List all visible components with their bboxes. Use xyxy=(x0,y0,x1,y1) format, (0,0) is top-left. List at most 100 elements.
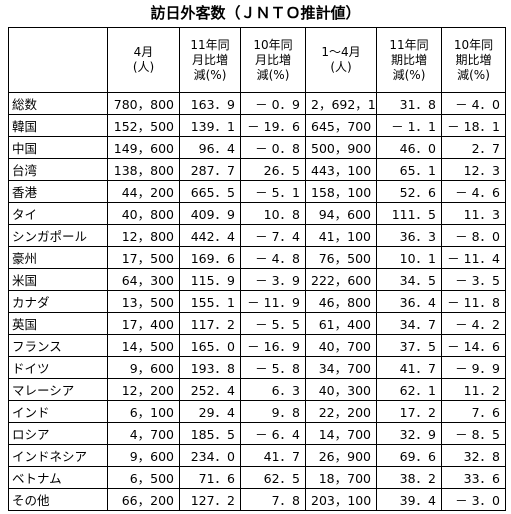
header-line: (人) xyxy=(330,60,352,74)
value-cell: 12，200 xyxy=(107,378,180,401)
table-row: 中国 149，600 96．4 － 0．8 500，900 46．0 2．7 xyxy=(8,136,506,159)
value-cell: 10．1 xyxy=(376,246,442,269)
value-cell: － 18．1 xyxy=(441,114,506,137)
value-cell: 36．4 xyxy=(376,290,442,313)
value-cell: 46．0 xyxy=(376,136,442,159)
value-cell: － 0．8 xyxy=(240,136,306,159)
row-label: 香港 xyxy=(8,180,108,203)
header-line: 期比増 xyxy=(455,52,492,67)
value-cell: 11．3 xyxy=(441,202,506,225)
row-label: インド xyxy=(8,400,108,423)
row-label: その他 xyxy=(8,488,108,511)
row-label: ドイツ xyxy=(8,356,108,379)
value-cell: 252．4 xyxy=(179,378,241,401)
value-cell: 9，600 xyxy=(107,444,180,467)
value-cell: 645，700 xyxy=(305,114,377,137)
value-cell: 26．5 xyxy=(240,158,306,181)
visitor-table: 4月 (人) 11年同 月比増 減(%) 10年同 月比増 減(%) 1～4月 (人) 11年同 期比… xyxy=(8,27,506,511)
value-cell: － 3．9 xyxy=(240,268,306,291)
header-line: 11年同 xyxy=(389,37,429,52)
header-line: 減(%) xyxy=(193,67,227,82)
value-cell: 33．6 xyxy=(441,466,506,489)
value-cell: 165．0 xyxy=(179,334,241,357)
value-cell: 40，300 xyxy=(305,378,377,401)
header-line: 1～4月 xyxy=(321,45,361,59)
value-cell: 111．5 xyxy=(376,202,442,225)
value-cell: － 9．9 xyxy=(441,356,506,379)
value-cell: － 4．8 xyxy=(240,246,306,269)
value-cell: 37．5 xyxy=(376,334,442,357)
value-cell: － 3．0 xyxy=(441,488,506,511)
value-cell: 40，800 xyxy=(107,202,180,225)
value-cell: 115．9 xyxy=(179,268,241,291)
value-cell: 64，300 xyxy=(107,268,180,291)
value-cell: 36．3 xyxy=(376,224,442,247)
value-cell: 38．2 xyxy=(376,466,442,489)
value-cell: 62．1 xyxy=(376,378,442,401)
table-row: ロシア 4，700 185．5 － 6．4 14，700 32．9 － 8．5 xyxy=(8,422,506,445)
value-cell: 500，900 xyxy=(305,136,377,159)
row-label: フランス xyxy=(8,334,108,357)
value-cell: － 0．9 xyxy=(240,92,306,115)
table-row: ベトナム 6，500 71．6 62．5 18，700 38．2 33．6 xyxy=(8,466,506,489)
title: 訪日外客数（ＪＮＴＯ推計値） xyxy=(150,4,361,22)
table-row: ドイツ 9，600 193．8 － 5．8 34，700 41．7 － 9．9 xyxy=(8,356,506,379)
value-cell: 780，800 xyxy=(107,92,180,115)
value-cell: 40，700 xyxy=(305,334,377,357)
table-row: その他 66，200 127．2 7．8 203，100 39．4 － 3．0 xyxy=(8,488,506,511)
header-cell: 4月 (人) xyxy=(107,27,180,93)
value-cell: 443，100 xyxy=(305,158,377,181)
header-cell: 11年同 月比増 減(%) xyxy=(179,27,241,93)
value-cell: 163．9 xyxy=(179,92,241,115)
table-row: マレーシア 12，200 252．4 6．3 40，300 62．1 11．2 xyxy=(8,378,506,401)
value-cell: 32．9 xyxy=(376,422,442,445)
value-cell: － 19．6 xyxy=(240,114,306,137)
value-cell: 2．7 xyxy=(441,136,506,159)
value-cell: 31．8 xyxy=(376,92,442,115)
value-cell: 11．2 xyxy=(441,378,506,401)
row-label: シンガポール xyxy=(8,224,108,247)
table-row: 韓国 152，500 139．1 － 19．6 645，700 － 1．1 － 18．1 xyxy=(8,114,506,137)
value-cell: 117．2 xyxy=(179,312,241,335)
value-cell: － 11．4 xyxy=(441,246,506,269)
value-cell: 61，400 xyxy=(305,312,377,335)
value-cell: 10．8 xyxy=(240,202,306,225)
value-cell: 22，200 xyxy=(305,400,377,423)
value-cell: 69．6 xyxy=(376,444,442,467)
value-cell: 287．7 xyxy=(179,158,241,181)
value-cell: － 3．5 xyxy=(441,268,506,291)
value-cell: 52．6 xyxy=(376,180,442,203)
row-label: 豪州 xyxy=(8,246,108,269)
value-cell: － 1．1 xyxy=(376,114,442,137)
value-cell: 44，200 xyxy=(107,180,180,203)
value-cell: 26，900 xyxy=(305,444,377,467)
value-cell: 17，400 xyxy=(107,312,180,335)
header-row: 4月 (人) 11年同 月比増 減(%) 10年同 月比増 減(%) 1～4月 (人) 11年同 期比… xyxy=(8,27,506,93)
header-line: 10年同 xyxy=(453,37,494,52)
value-cell: － 4．6 xyxy=(441,180,506,203)
table-row: インドネシア 9，600 234．0 41．7 26，900 69．6 32．8 xyxy=(8,444,506,467)
value-cell: 169．6 xyxy=(179,246,241,269)
value-cell: 222，600 xyxy=(305,268,377,291)
value-cell: － 7．4 xyxy=(240,224,306,247)
table-row: シンガポール 12，800 442．4 － 7．4 41，100 36．3 － 8．0 xyxy=(8,224,506,247)
value-cell: 9，600 xyxy=(107,356,180,379)
value-cell: 6，100 xyxy=(107,400,180,423)
table-row: カナダ 13，500 155．1 － 11．9 46，800 36．4 － 11．8 xyxy=(8,290,506,313)
value-cell: － 8．5 xyxy=(441,422,506,445)
value-cell: 46，800 xyxy=(305,290,377,313)
value-cell: 34．7 xyxy=(376,312,442,335)
header-cell xyxy=(8,27,108,93)
value-cell: 66，200 xyxy=(107,488,180,511)
value-cell: 127．2 xyxy=(179,488,241,511)
value-cell: 149，600 xyxy=(107,136,180,159)
value-cell: 7．6 xyxy=(441,400,506,423)
table-row: 英国 17，400 117．2 － 5．5 61，400 34．7 － 4．2 xyxy=(8,312,506,335)
value-cell: － 5．8 xyxy=(240,356,306,379)
value-cell: 185．5 xyxy=(179,422,241,445)
header-line: 10年同 xyxy=(253,37,293,52)
value-cell: 152，500 xyxy=(107,114,180,137)
value-cell: 71．6 xyxy=(179,466,241,489)
